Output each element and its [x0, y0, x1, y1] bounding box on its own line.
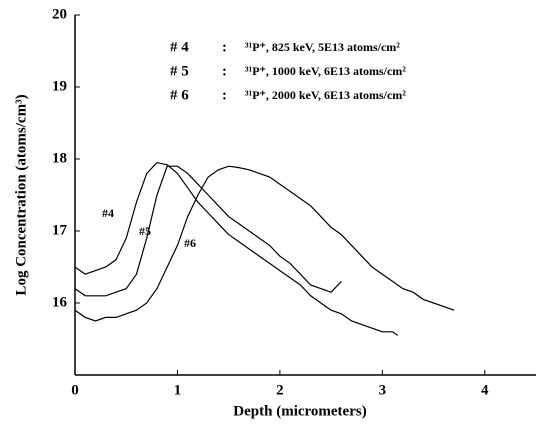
y-tick-label: 20: [52, 6, 67, 22]
legend-name: # 4: [170, 39, 189, 55]
curve-label: #6: [184, 236, 196, 250]
legend-description: ³¹P⁺, 2000 keV, 6E13 atoms/cm²: [245, 88, 406, 102]
legend-colon: :: [222, 39, 227, 55]
x-tick-label: 0: [71, 382, 79, 398]
y-tick-label: 19: [52, 78, 67, 94]
y-axis-label: Log Concentration (atoms/cm³): [13, 94, 29, 295]
series-line: [74, 165, 455, 322]
y-tick-label: 18: [52, 150, 67, 166]
x-tick-label: 3: [379, 382, 387, 398]
curve-label: #5: [139, 224, 151, 238]
curve-label: #4: [102, 206, 114, 220]
legend-colon: :: [222, 63, 227, 79]
legend-colon: :: [222, 87, 227, 103]
x-tick-label: 4: [481, 382, 489, 398]
legend-name: # 5: [170, 63, 189, 79]
y-tick-label: 16: [52, 294, 68, 310]
x-tick-label: 2: [276, 382, 284, 398]
series-line: [74, 165, 342, 297]
x-axis-label: Depth (micrometers): [233, 403, 366, 419]
legend-description: ³¹P⁺, 825 keV, 5E13 atoms/cm²: [245, 40, 400, 54]
series-line: [74, 161, 399, 336]
legend-name: # 6: [170, 87, 189, 103]
y-tick-label: 17: [52, 222, 68, 238]
x-tick-label: 1: [174, 382, 182, 398]
legend-description: ³¹P⁺, 1000 keV, 6E13 atoms/cm²: [245, 64, 406, 78]
